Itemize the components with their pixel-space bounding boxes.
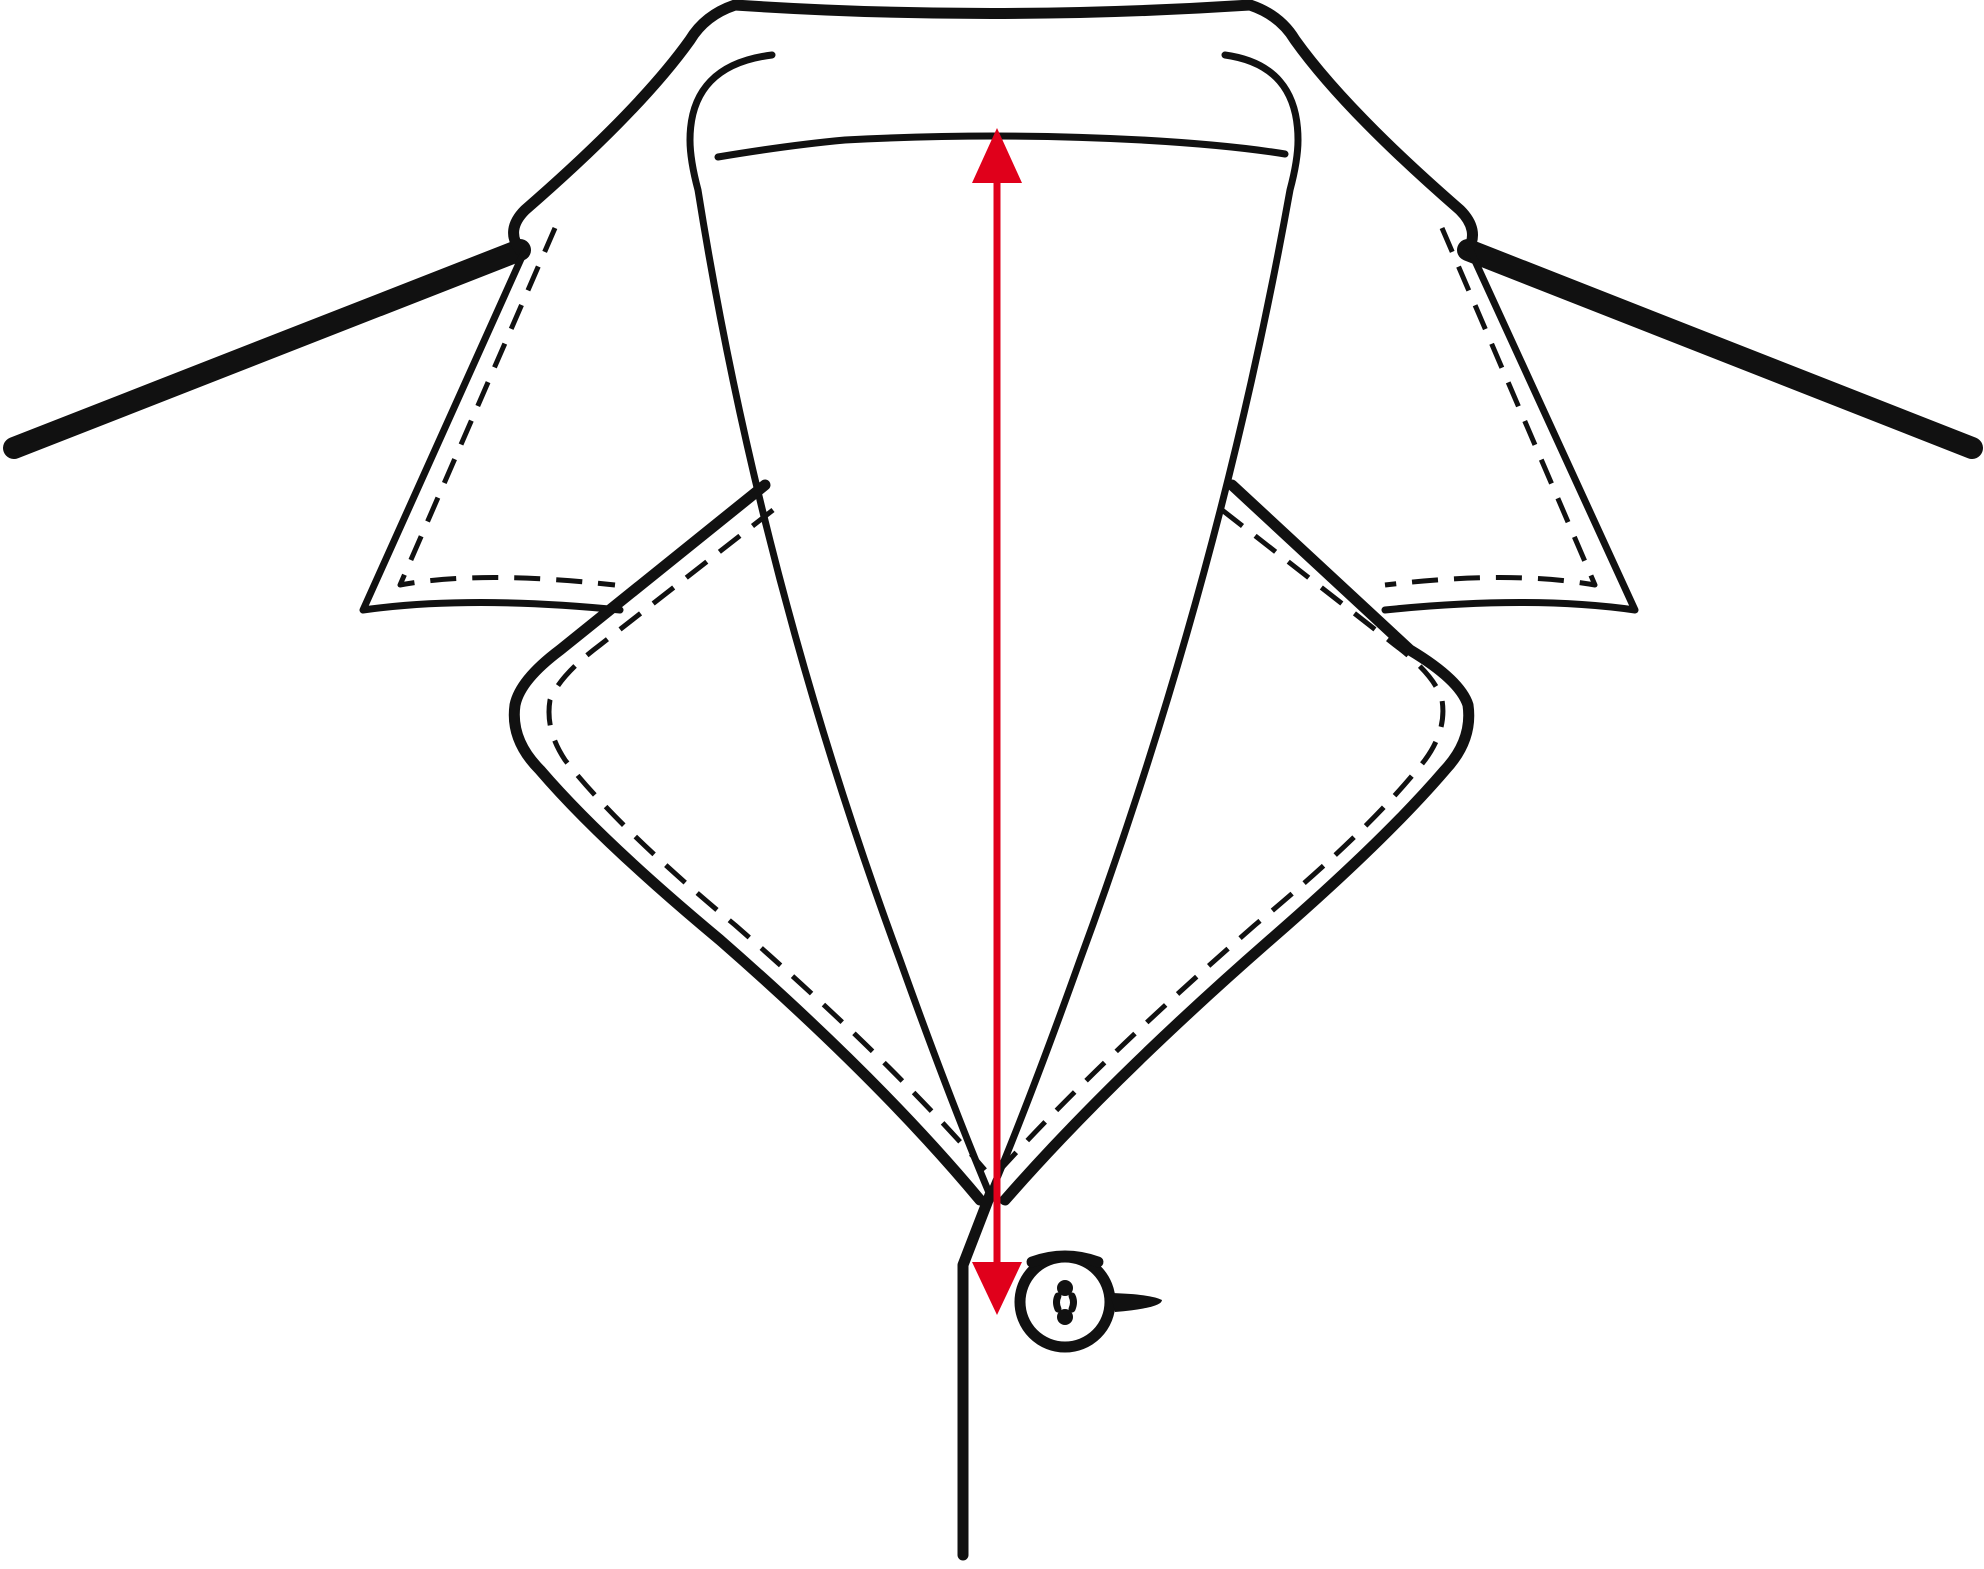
right-leaf-stitching — [1384, 227, 1598, 588]
left-collar-leaf — [359, 246, 624, 614]
placket-edge — [957, 1189, 996, 1561]
collar-length-measurement — [972, 128, 1022, 1315]
right-collar-point — [999, 479, 1475, 1206]
button-thread — [1053, 1292, 1077, 1313]
button-thread-shank — [1110, 1293, 1162, 1312]
button-outer-ring — [1014, 1251, 1116, 1353]
button-hole-top — [1057, 1280, 1073, 1296]
button-rim-highlight — [1026, 1250, 1104, 1268]
collar-button — [1014, 1250, 1162, 1353]
measurement-arrowhead-bottom — [972, 1262, 1022, 1315]
right-collar-leaf — [1381, 246, 1639, 614]
left-shoulder-seam — [3, 239, 531, 459]
right-shoulder-seam — [1457, 239, 1983, 459]
left-collar-point — [508, 479, 986, 1206]
neckline-outer — [508, 0, 1478, 256]
button-hole-bottom — [1057, 1309, 1073, 1325]
left-leaf-stitching — [397, 227, 616, 588]
measurement-arrowhead-top — [972, 128, 1022, 183]
